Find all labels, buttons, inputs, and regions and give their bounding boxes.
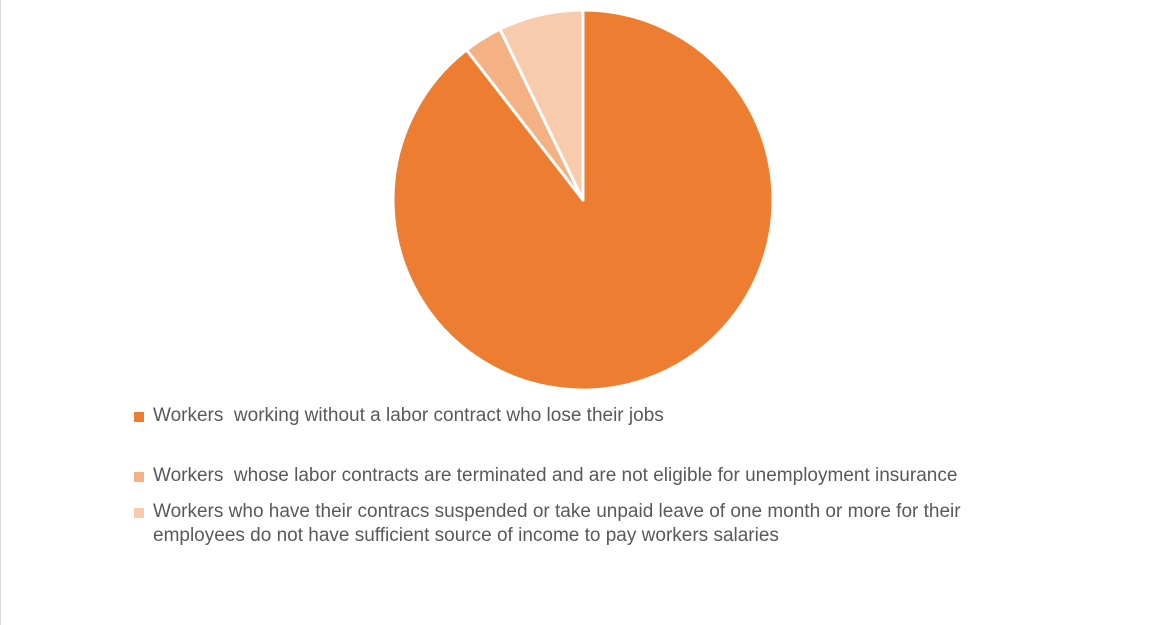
pie-chart: [391, 8, 775, 392]
legend-label: Workers working without a labor contract…: [153, 405, 664, 426]
legend: Workers working without a labor contract…: [134, 404, 1034, 548]
pie-slice-1: [391, 8, 775, 392]
pie-slice-3: [498, 8, 585, 202]
legend-label: Workers whose labor contracts are termin…: [153, 465, 958, 486]
legend-item: Workers working without a labor contract…: [134, 404, 1034, 428]
legend-swatch: [134, 508, 144, 518]
legend-item: Workers whose labor contracts are termin…: [134, 464, 1034, 488]
legend-swatch: [134, 472, 144, 482]
legend-label: Workers who have their contracs suspende…: [153, 501, 966, 546]
legend-swatch: [134, 412, 144, 422]
legend-item: Workers who have their contracs suspende…: [134, 500, 1034, 548]
